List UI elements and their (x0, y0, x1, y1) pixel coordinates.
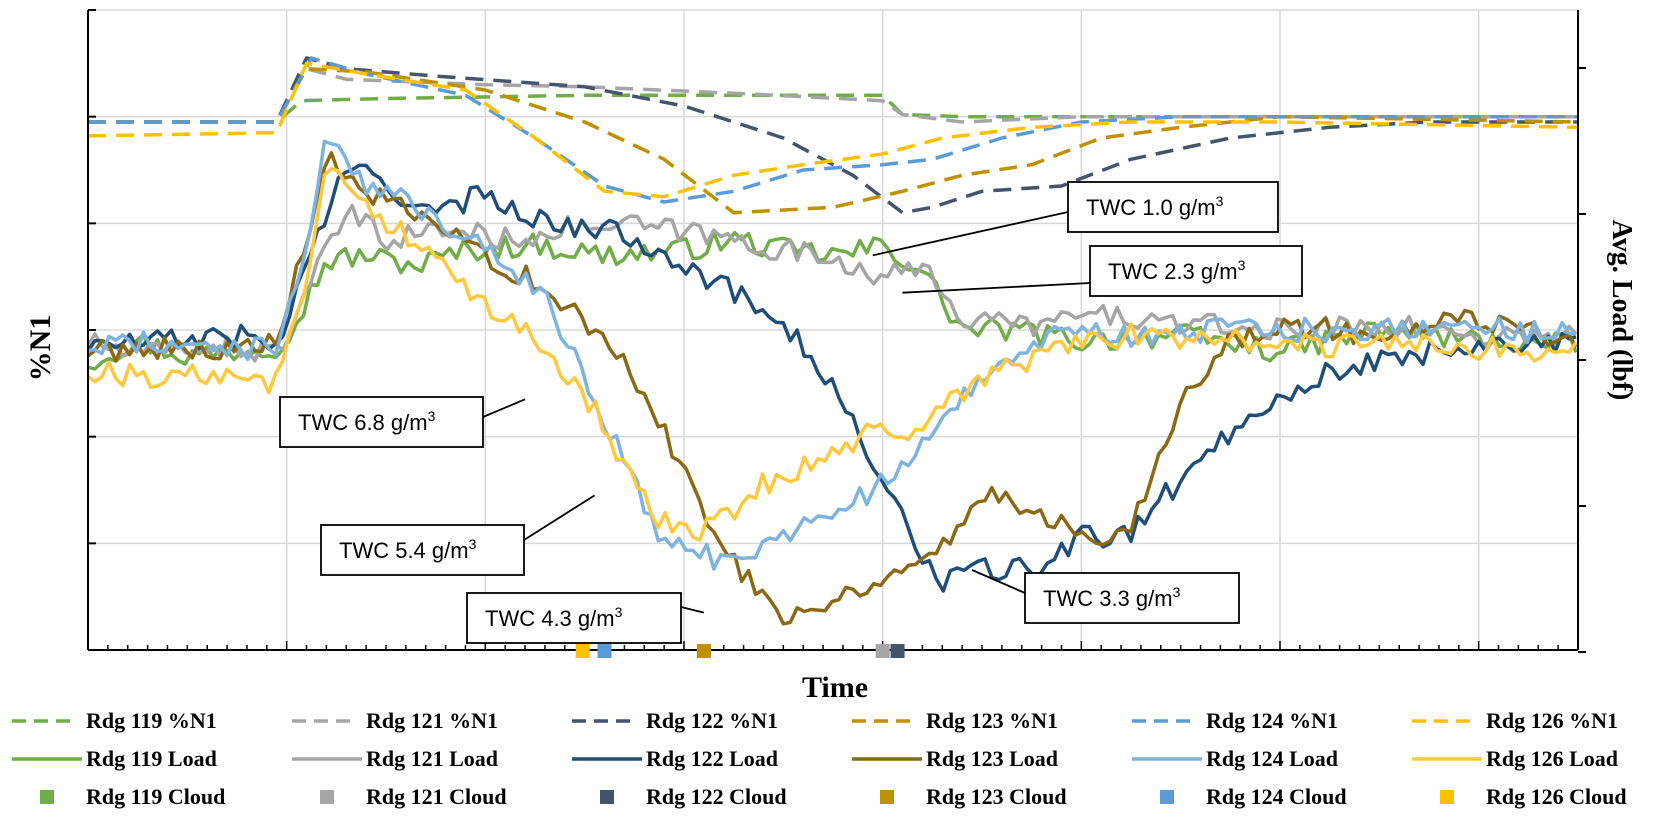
cloud-marker-rdg-122 (890, 644, 905, 658)
series-line-rdg-123-load (86, 151, 1578, 626)
legend-item-rdg-123-cloud: Rdg 123 Cloud (880, 784, 1067, 809)
legend-swatch (40, 790, 54, 804)
callout-leader (680, 606, 705, 614)
legend: Rdg 119 %N1 Rdg 121 %N1 Rdg 122 %N1 Rdg 123… (12, 708, 1627, 809)
legend-label: Rdg 126 Cloud (1486, 784, 1627, 809)
callout-box (279, 396, 484, 448)
callouts: TWC 1.0 g/m3 TWC 2.3 g/m3 TWC 6.8 g/m3 TWC … (279, 181, 1303, 644)
callout-twc-6-8: TWC 6.8 g/m3 (279, 396, 526, 448)
legend-label: Rdg 122 Load (646, 746, 778, 771)
callout-label: TWC 4.3 g/m3 (485, 604, 623, 631)
callout-label: TWC 2.3 g/m3 (1108, 257, 1246, 284)
series-line-rdg-124-load (87, 139, 1577, 571)
legend-label: Rdg 122 %N1 (646, 708, 778, 733)
legend-swatch (1160, 790, 1174, 804)
legend-label: Rdg 122 Cloud (646, 784, 787, 809)
legend-item-rdg-123-load: Rdg 123 Load (852, 746, 1058, 771)
legend-label: Rdg 124 Load (1206, 746, 1338, 771)
legend-swatch (320, 790, 334, 804)
legend-label: Rdg 123 Cloud (926, 784, 1067, 809)
legend-label: Rdg 121 Load (366, 746, 498, 771)
legend-label: Rdg 119 %N1 (86, 708, 217, 733)
axes (87, 9, 1586, 653)
callout-leader (902, 282, 1091, 294)
legend-item-rdg-123-n1: Rdg 123 %N1 (852, 708, 1058, 733)
legend-item-rdg-126-cloud: Rdg 126 Cloud (1440, 784, 1627, 809)
legend-item-rdg-124-load: Rdg 124 Load (1132, 746, 1338, 771)
series-line-rdg-124-n1 (88, 56, 1578, 204)
callout-label: TWC 5.4 g/m3 (339, 536, 477, 563)
legend-label: Rdg 126 Load (1486, 746, 1618, 771)
cloud-markers (575, 644, 905, 658)
series-line-rdg-119-load (87, 230, 1578, 371)
callout-twc-1-0: TWC 1.0 g/m3 (872, 181, 1279, 257)
legend-item-rdg-126-load: Rdg 126 Load (1412, 746, 1618, 771)
legend-swatch (1440, 790, 1454, 804)
callout-twc-3-3: TWC 3.3 g/m3 (971, 569, 1240, 624)
callout-box (320, 524, 525, 576)
legend-label: Rdg 121 Cloud (366, 784, 507, 809)
legend-label: Rdg 123 Load (926, 746, 1058, 771)
callout-leader (482, 398, 526, 418)
legend-item-rdg-119-load: Rdg 119 Load (12, 746, 217, 771)
legend-label: Rdg 119 Load (86, 746, 217, 771)
callout-twc-5-4: TWC 5.4 g/m3 (320, 494, 596, 576)
legend-label: Rdg 124 Cloud (1206, 784, 1347, 809)
legend-label: Rdg 124 %N1 (1206, 708, 1338, 733)
legend-item-rdg-126-n1: Rdg 126 %N1 (1412, 708, 1618, 733)
callout-label: TWC 3.3 g/m3 (1043, 584, 1181, 611)
callout-twc-4-3: TWC 4.3 g/m3 (466, 592, 705, 644)
series-line-rdg-121-n1 (88, 66, 1578, 124)
series-line-rdg-122-load (86, 163, 1577, 593)
cloud-marker-rdg-124 (597, 644, 612, 658)
n1-series-group (87, 56, 1579, 215)
legend-swatch (880, 790, 894, 804)
legend-label: Rdg 121 %N1 (366, 708, 498, 733)
cloud-marker-rdg-126 (575, 644, 590, 658)
series-line-rdg-123-n1 (88, 66, 1579, 215)
y2-axis-title: Avg. Load (lbf) (1606, 220, 1637, 401)
load-series-group (86, 139, 1578, 626)
legend-item-rdg-121-load: Rdg 121 Load (292, 746, 498, 771)
callout-label: TWC 1.0 g/m3 (1086, 193, 1224, 220)
callout-box (1067, 181, 1279, 233)
legend-label: Rdg 123 %N1 (926, 708, 1058, 733)
series-line-rdg-126-load (86, 166, 1578, 542)
callout-box (466, 592, 682, 644)
legend-label: Rdg 126 %N1 (1486, 708, 1618, 733)
series-line-rdg-126-n1 (87, 61, 1579, 199)
legend-item-rdg-122-n1: Rdg 122 %N1 (572, 708, 778, 733)
callout-leader (523, 494, 596, 541)
legend-item-rdg-124-cloud: Rdg 124 Cloud (1160, 784, 1347, 809)
legend-item-rdg-119-n1: Rdg 119 %N1 (12, 708, 217, 733)
legend-item-rdg-122-cloud: Rdg 122 Cloud (600, 784, 787, 809)
cloud-marker-rdg-121 (875, 644, 890, 658)
callout-twc-2-3: TWC 2.3 g/m3 (902, 245, 1303, 297)
legend-item-rdg-121-n1: Rdg 121 %N1 (292, 708, 498, 733)
legend-item-rdg-122-load: Rdg 122 Load (572, 746, 778, 771)
callout-box (1024, 572, 1240, 624)
legend-swatch (600, 790, 614, 804)
legend-item-rdg-119-cloud: Rdg 119 Cloud (40, 784, 225, 809)
y-axis-title: %N1 (24, 315, 57, 382)
x-axis-title: Time (802, 671, 868, 704)
cloud-marker-rdg-123 (696, 644, 711, 658)
series-line-rdg-122-n1 (88, 56, 1578, 215)
legend-item-rdg-121-cloud: Rdg 121 Cloud (320, 784, 507, 809)
callout-leader (872, 211, 1069, 257)
legend-item-rdg-124-n1: Rdg 124 %N1 (1132, 708, 1338, 733)
callout-box (1089, 245, 1303, 297)
legend-label: Rdg 119 Cloud (86, 784, 225, 809)
callout-label: TWC 6.8 g/m3 (298, 408, 436, 435)
callout-leader (971, 569, 1026, 594)
